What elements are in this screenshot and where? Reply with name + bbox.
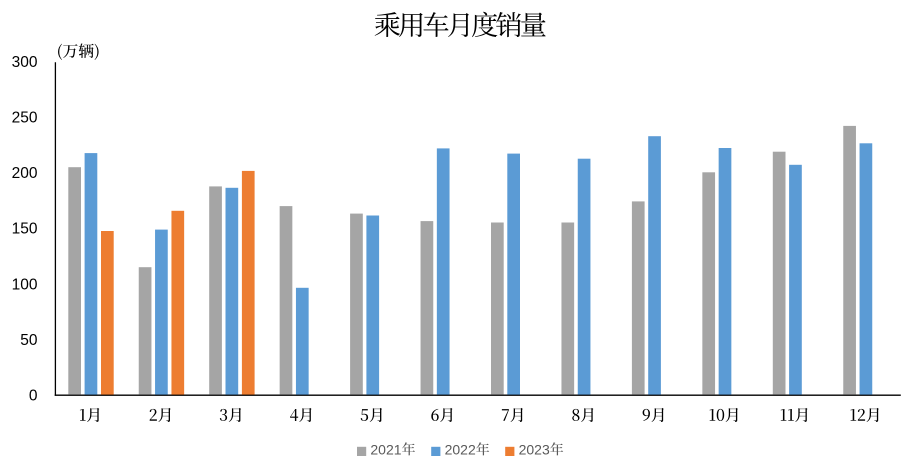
svg-text:300: 300 — [12, 54, 38, 71]
svg-text:150: 150 — [12, 221, 38, 238]
svg-text:2021: 2021 — [370, 441, 401, 457]
svg-text:2022: 2022 — [445, 441, 476, 457]
svg-text:250: 250 — [12, 110, 38, 127]
svg-text:0: 0 — [29, 387, 38, 404]
svg-text:200: 200 — [12, 165, 38, 182]
svg-text:2023: 2023 — [519, 441, 550, 457]
svg-text:100: 100 — [12, 276, 38, 293]
svg-text:50: 50 — [20, 332, 38, 349]
